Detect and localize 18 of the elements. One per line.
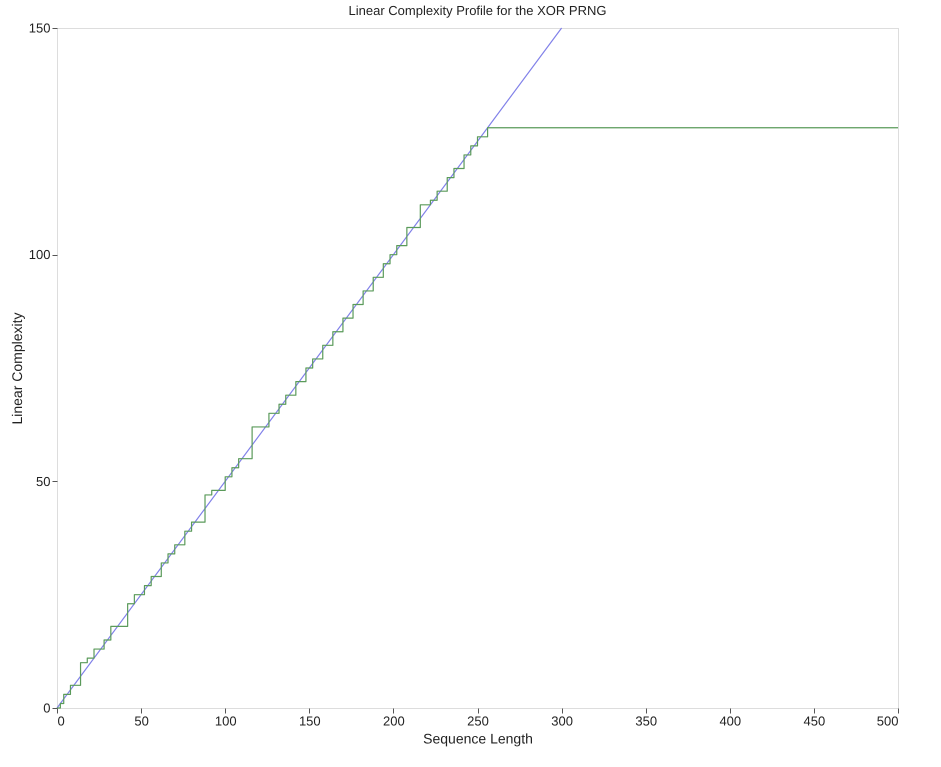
x-tick-label: 250 — [467, 714, 489, 728]
y-tick-label: 0 — [43, 700, 50, 716]
x-tick-label: 200 — [383, 714, 405, 728]
x-tick-label: 450 — [804, 714, 826, 728]
y-axis-title: Linear Complexity — [8, 312, 25, 425]
x-tick-label: 150 — [298, 714, 321, 728]
y-tick-label: 150 — [28, 20, 50, 36]
x-tick-label: 50 — [134, 714, 149, 728]
chart-title: Linear Complexity Profile for the XOR PRNG — [348, 3, 606, 18]
x-tick-label: 400 — [719, 714, 742, 728]
x-tick-label: 100 — [214, 714, 237, 728]
y-tick-label: 100 — [28, 247, 50, 262]
x-tick-label: 300 — [551, 714, 573, 728]
x-tick-label: 350 — [635, 714, 658, 728]
x-axis-title: Sequence Length — [423, 730, 533, 746]
x-tick-label: 0 — [58, 714, 65, 728]
x-tick-label: 500 — [876, 714, 898, 728]
y-tick-label: 50 — [36, 474, 50, 489]
